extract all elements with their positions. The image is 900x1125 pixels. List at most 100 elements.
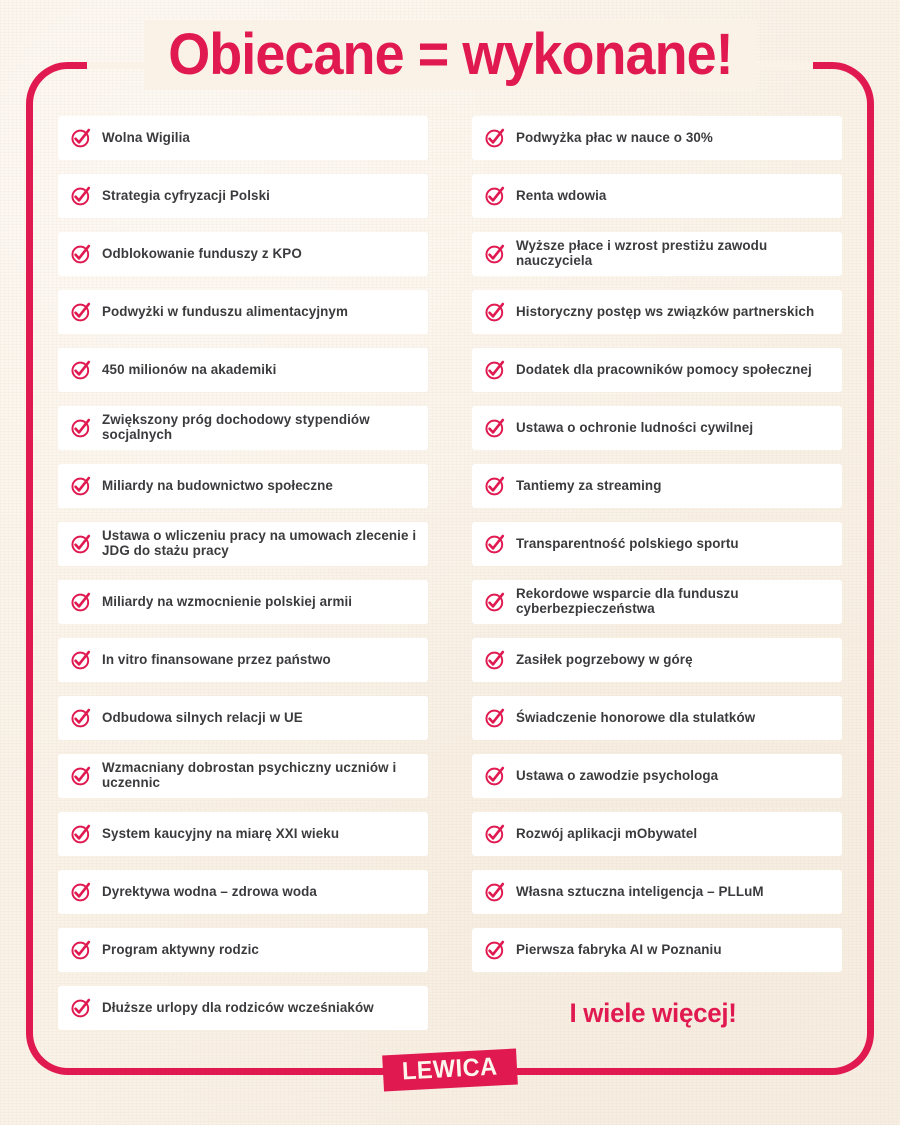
promise-label: Dyrektywa wodna – zdrowa woda [102, 883, 317, 899]
promise-row: Wolna Wigilia [58, 116, 428, 160]
promise-label: Transparentność polskiego sportu [516, 535, 739, 551]
promise-label: Ustawa o wliczeniu pracy na umowach zlec… [102, 528, 417, 558]
promise-row: Ustawa o wliczeniu pracy na umowach zlec… [58, 522, 428, 566]
check-circle-icon [485, 476, 505, 496]
promise-row: Dłuższe urlopy dla rodziców wcześniaków [58, 986, 428, 1030]
promise-label: Ustawa o zawodzie psychologa [516, 767, 719, 783]
promise-label: Dodatek dla pracowników pomocy społeczne… [516, 361, 812, 377]
promise-label: 450 milionów na akademiki [102, 361, 277, 377]
promise-row: Własna sztuczna inteligencja – PLLuM [472, 870, 842, 914]
promise-label: Tantiemy za streaming [516, 477, 662, 493]
promise-label: Odblokowanie funduszy z KPO [102, 245, 302, 261]
check-circle-icon [71, 940, 91, 960]
promise-label: Podwyżka płac w nauce o 30% [516, 129, 713, 145]
promise-label: Miliardy na budownictwo społeczne [102, 477, 333, 493]
check-circle-icon [71, 244, 91, 264]
check-circle-icon [71, 360, 91, 380]
promise-label: Wzmacniany dobrostan psychiczny uczniów … [102, 760, 397, 790]
promise-label: Własna sztuczna inteligencja – PLLuM [516, 883, 764, 899]
promise-row: Program aktywny rodzic [58, 928, 428, 972]
promise-row: In vitro finansowane przez państwo [58, 638, 428, 682]
promise-label: System kaucyjny na miarę XXI wieku [102, 825, 340, 841]
promise-row: Ustawa o ochronie ludności cywilnej [472, 406, 842, 450]
promise-row: Dyrektywa wodna – zdrowa woda [58, 870, 428, 914]
check-circle-icon [71, 476, 91, 496]
promises-column-right: Podwyżka płac w nauce o 30% Renta wdowia W… [472, 116, 842, 1030]
check-circle-icon [71, 708, 91, 728]
promise-row: Podwyżki w funduszu alimentacyjnym [58, 290, 428, 334]
logo-badge: LEWICA [382, 1048, 518, 1092]
promise-row: System kaucyjny na miarę XXI wieku [58, 812, 428, 856]
promise-label: Rozwój aplikacji mObywatel [516, 825, 698, 841]
page-title: Obiecane = wykonane! [0, 20, 900, 90]
promise-label: Wolna Wigilia [102, 129, 190, 145]
promise-row: 450 milionów na akademiki [58, 348, 428, 392]
promise-row: Wzmacniany dobrostan psychiczny uczniów … [58, 754, 428, 798]
promise-row: Odbudowa silnych relacji w UE [58, 696, 428, 740]
check-circle-icon [71, 650, 91, 670]
promise-row: Tantiemy za streaming [472, 464, 842, 508]
promise-row: Rekordowe wsparcie dla funduszu cyberbez… [472, 580, 842, 624]
promise-row: Miliardy na budownictwo społeczne [58, 464, 428, 508]
promise-label: Renta wdowia [516, 187, 607, 203]
promise-row: Transparentność polskiego sportu [472, 522, 842, 566]
check-circle-icon [71, 418, 91, 438]
brand-logo: LEWICA [0, 1048, 900, 1092]
check-circle-icon [71, 882, 91, 902]
promise-label: Odbudowa silnych relacji w UE [102, 709, 303, 725]
logo-text: LEWICA [401, 1052, 499, 1086]
page-title-text: Obiecane = wykonane! [143, 20, 757, 90]
check-circle-icon [485, 592, 505, 612]
promise-label: Wyższe płace i wzrost prestiżu zawodu na… [516, 238, 768, 268]
check-circle-icon [485, 882, 505, 902]
check-circle-icon [71, 592, 91, 612]
promise-label: Miliardy na wzmocnienie polskiej armii [102, 593, 353, 609]
check-circle-icon [71, 998, 91, 1018]
promise-label: Dłuższe urlopy dla rodziców wcześniaków [102, 999, 374, 1015]
promise-label: Historyczny postęp ws związków partnersk… [516, 303, 815, 319]
check-circle-icon [71, 824, 91, 844]
check-circle-icon [485, 186, 505, 206]
check-circle-icon [485, 650, 505, 670]
promise-row: Podwyżka płac w nauce o 30% [472, 116, 842, 160]
promise-row: Wyższe płace i wzrost prestiżu zawodu na… [472, 232, 842, 276]
check-circle-icon [485, 824, 505, 844]
promise-label: Pierwsza fabryka AI w Poznaniu [516, 941, 722, 957]
check-circle-icon [485, 302, 505, 322]
check-circle-icon [71, 534, 91, 554]
promise-label: Zasiłek pogrzebowy w górę [516, 651, 693, 667]
promise-row: Pierwsza fabryka AI w Poznaniu [472, 928, 842, 972]
promises-column-left: Wolna Wigilia Strategia cyfryzacji Polski… [58, 116, 428, 1030]
check-circle-icon [71, 128, 91, 148]
promise-label: Podwyżki w funduszu alimentacyjnym [102, 303, 348, 319]
promise-label: In vitro finansowane przez państwo [102, 651, 331, 667]
tagline-text: I wiele więcej! [569, 998, 738, 1028]
promise-row: Zwiększony próg dochodowy stypendiów soc… [58, 406, 428, 450]
promise-row: Strategia cyfryzacji Polski [58, 174, 428, 218]
promise-row: Odblokowanie funduszy z KPO [58, 232, 428, 276]
check-circle-icon [485, 708, 505, 728]
promise-label: Program aktywny rodzic [102, 941, 259, 957]
check-circle-icon [485, 418, 505, 438]
check-circle-icon [485, 534, 505, 554]
promise-row: Renta wdowia [472, 174, 842, 218]
promise-row: Świadczenie honorowe dla stulatków [472, 696, 842, 740]
promise-label: Ustawa o ochronie ludności cywilnej [516, 419, 754, 435]
promise-row: Miliardy na wzmocnienie polskiej armii [58, 580, 428, 624]
check-circle-icon [485, 128, 505, 148]
check-circle-icon [71, 302, 91, 322]
promise-row: Rozwój aplikacji mObywatel [472, 812, 842, 856]
promise-row: Ustawa o zawodzie psychologa [472, 754, 842, 798]
check-circle-icon [485, 766, 505, 786]
check-circle-icon [485, 244, 505, 264]
promise-label: Strategia cyfryzacji Polski [102, 187, 270, 203]
promise-label: Zwiększony próg dochodowy stypendiów soc… [102, 412, 370, 442]
tagline: I wiele więcej! [465, 998, 842, 1029]
check-circle-icon [485, 360, 505, 380]
promise-row: Zasiłek pogrzebowy w górę [472, 638, 842, 682]
promise-row: Dodatek dla pracowników pomocy społeczne… [472, 348, 842, 392]
promise-row: Historyczny postęp ws związków partnersk… [472, 290, 842, 334]
promise-label: Świadczenie honorowe dla stulatków [516, 709, 756, 725]
promise-label: Rekordowe wsparcie dla funduszu cyberbez… [516, 586, 739, 616]
promises-columns: Wolna Wigilia Strategia cyfryzacji Polski… [58, 116, 842, 1030]
